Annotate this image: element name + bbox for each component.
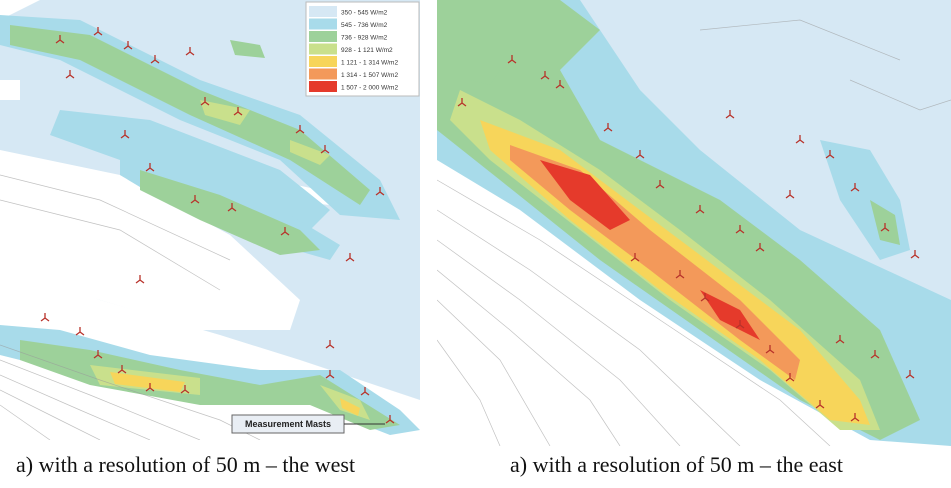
- turbine-icon: [695, 205, 705, 214]
- turbine-icon: [280, 227, 290, 236]
- turbine-icon: [385, 415, 395, 424]
- legend-label: 1 314 - 1 507 W/m2: [341, 72, 398, 79]
- turbine-icon: [185, 47, 195, 56]
- turbine-icon: [325, 370, 335, 379]
- turbine-icon: [785, 190, 795, 199]
- turbine-icon: [375, 187, 385, 196]
- turbine-icon: [120, 130, 130, 139]
- turbine-icon: [65, 70, 75, 79]
- legend-swatch: [309, 81, 337, 92]
- turbine-icon: [540, 71, 550, 80]
- turbine-icon: [325, 340, 335, 349]
- turbine-icon: [835, 335, 845, 344]
- turbine-icon: [93, 27, 103, 36]
- turbine-icon: [815, 400, 825, 409]
- legend-label: 1 507 - 2 000 W/m2: [341, 85, 398, 92]
- maps: 350 - 545 W/m2 545 - 736 W/m2 736 - 928 W/…: [0, 0, 951, 446]
- turbine-icon: [190, 195, 200, 204]
- turbine-icon: [795, 135, 805, 144]
- turbine-icon: [507, 55, 517, 64]
- turbine-icon: [870, 350, 880, 359]
- turbine-icon: [457, 98, 467, 107]
- turbine-icon: [635, 150, 645, 159]
- turbine-icon: [850, 413, 860, 422]
- legend-label: 545 - 736 W/m2: [341, 22, 388, 29]
- legend-label: 350 - 545 W/m2: [341, 10, 388, 17]
- turbine-icon: [200, 97, 210, 106]
- turbine-icon: [735, 320, 745, 329]
- legend-label: 928 - 1 121 W/m2: [341, 47, 393, 54]
- turbine-icon: [555, 80, 565, 89]
- turbine-icon: [825, 150, 835, 159]
- legend-swatch: [309, 18, 337, 30]
- turbine-icon: [40, 313, 50, 322]
- turbine-icon: [905, 370, 915, 379]
- turbine-icon: [135, 275, 145, 284]
- turbine-icon: [180, 385, 190, 394]
- turbine-icon: [755, 243, 765, 252]
- caption-east: a) with a resolution of 50 m – the east: [510, 452, 843, 477]
- callout: Measurement Masts: [245, 419, 331, 429]
- turbine-icon: [75, 327, 85, 336]
- turbine-icon: [55, 35, 65, 44]
- legend-swatch: [309, 68, 337, 80]
- turbine-icon: [360, 387, 370, 396]
- legend-label: 736 - 928 W/m2: [341, 35, 388, 42]
- turbine-icon: [233, 107, 243, 116]
- turbine-icon: [850, 183, 860, 192]
- turbine-icon: [700, 293, 710, 302]
- turbine-icon: [93, 350, 103, 359]
- legend-swatch: [309, 31, 337, 42]
- turbine-icon: [675, 270, 685, 279]
- turbine-icon: [785, 373, 795, 382]
- west-map: 350 - 545 W/m2 545 - 736 W/m2 736 - 928 W/…: [0, 0, 420, 440]
- legend-swatch: [309, 56, 337, 67]
- turbine-icon: [603, 123, 613, 132]
- turbine-icon: [735, 225, 745, 234]
- caption-west: a) with a resolution of 50 m – the west: [16, 452, 356, 477]
- turbine-icon: [910, 250, 920, 259]
- turbines: [40, 27, 920, 424]
- east-map: [437, 0, 951, 446]
- turbine-icon: [655, 180, 665, 189]
- legend: 350 - 545 W/m2 545 - 736 W/m2 736 - 928 W/…: [305, 1, 420, 97]
- turbine-icon: [630, 253, 640, 262]
- turbine-icon: [765, 345, 775, 354]
- turbine-icon: [295, 125, 305, 134]
- legend-swatch: [309, 6, 337, 17]
- turbine-icon: [227, 203, 237, 212]
- turbine-icon: [725, 110, 735, 119]
- legend-label: 1 121 - 1 314 W/m2: [341, 60, 398, 67]
- turbine-icon: [345, 253, 355, 262]
- turbine-icon: [150, 55, 160, 64]
- turbine-icon: [880, 223, 890, 232]
- turbine-icon: [145, 383, 155, 392]
- turbine-icon: [145, 163, 155, 172]
- turbine-icon: [320, 145, 330, 154]
- turbine-icon: [117, 365, 127, 374]
- turbine-icon: [123, 41, 133, 50]
- legend-swatch: [309, 43, 337, 55]
